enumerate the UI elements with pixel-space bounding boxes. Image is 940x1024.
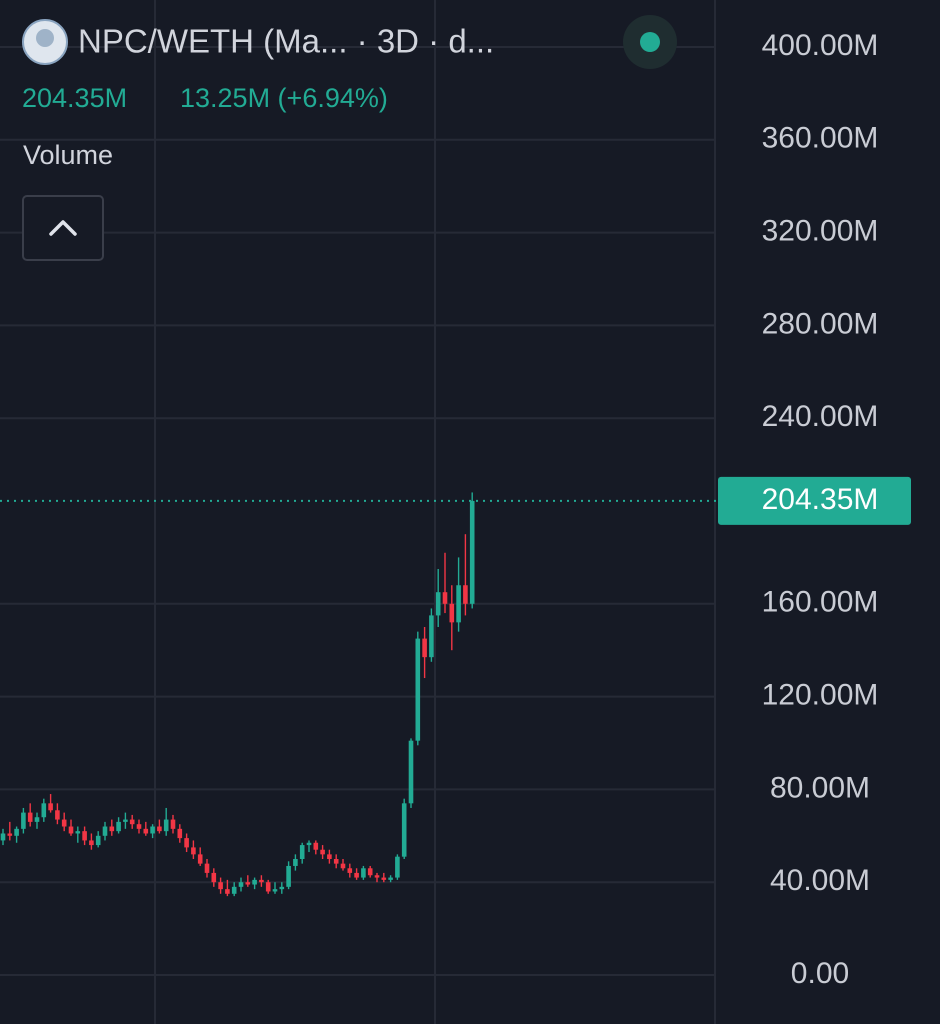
y-tick-label: 280.00M bbox=[762, 307, 879, 340]
indicator-label: Volume bbox=[23, 140, 113, 170]
candle-body bbox=[184, 838, 189, 848]
y-axis: 0.00 40.00M 80.00M 120.00M 160.00M 240.00M 280… bbox=[718, 29, 911, 990]
candle-body bbox=[293, 859, 298, 866]
candle-body bbox=[116, 821, 121, 832]
candle-body bbox=[395, 856, 400, 878]
candle-body bbox=[41, 803, 47, 818]
candle-body bbox=[259, 879, 264, 883]
candle-body bbox=[7, 833, 13, 836]
candle-body bbox=[347, 868, 353, 873]
candle-body bbox=[422, 638, 427, 658]
candle-body bbox=[68, 826, 74, 834]
last-price-label: 204.35M bbox=[762, 483, 879, 516]
candle-body bbox=[463, 585, 468, 604]
candle-body bbox=[21, 812, 26, 829]
candle-body bbox=[238, 882, 244, 887]
candle-body bbox=[0, 833, 6, 841]
candle-body bbox=[225, 889, 230, 894]
candle-body bbox=[333, 859, 339, 864]
candle-body bbox=[408, 740, 414, 804]
candle-body bbox=[429, 615, 434, 658]
candle-body bbox=[340, 863, 346, 869]
candle-body bbox=[136, 824, 142, 829]
candle-body bbox=[89, 840, 94, 846]
y-tick-label: 320.00M bbox=[762, 215, 879, 248]
candle-body bbox=[279, 886, 285, 890]
candle-body bbox=[123, 819, 128, 822]
candle-body bbox=[150, 826, 155, 834]
candles bbox=[0, 492, 475, 897]
candle-body bbox=[374, 875, 380, 878]
candle-body bbox=[14, 828, 19, 836]
y-tick-label: 120.00M bbox=[762, 679, 879, 712]
candle-body bbox=[435, 592, 441, 616]
candle-body bbox=[163, 819, 169, 832]
candle-body bbox=[109, 826, 115, 832]
candle-body bbox=[34, 817, 40, 822]
candle-body bbox=[129, 819, 135, 825]
header-price: 204.35M bbox=[22, 83, 127, 113]
candle-body bbox=[82, 831, 87, 841]
candle-body bbox=[252, 879, 257, 885]
y-tick-label: 0.00 bbox=[791, 957, 849, 990]
candle-body bbox=[61, 819, 67, 827]
candle-body bbox=[265, 882, 271, 892]
candle-body bbox=[55, 810, 60, 820]
candle-body bbox=[415, 638, 421, 741]
candle-body bbox=[245, 882, 251, 885]
candle-body bbox=[211, 872, 217, 883]
candle-body bbox=[95, 835, 101, 846]
candle-body bbox=[456, 585, 461, 623]
y-tick-label: 240.00M bbox=[762, 400, 879, 433]
candle-body bbox=[143, 828, 149, 834]
candle-body bbox=[442, 592, 448, 604]
candle-body bbox=[367, 868, 373, 876]
candle-body bbox=[299, 845, 305, 859]
grid bbox=[0, 46, 718, 976]
status-indicator bbox=[640, 32, 660, 52]
token-icon-face bbox=[36, 29, 54, 47]
candle-body bbox=[327, 854, 332, 859]
candle-body bbox=[272, 889, 278, 892]
candle-body bbox=[218, 882, 223, 890]
candle-body bbox=[469, 500, 475, 604]
y-tick-label: 400.00M bbox=[762, 29, 879, 62]
chevron-up-icon bbox=[49, 220, 77, 236]
candle-body bbox=[354, 872, 359, 878]
candle-body bbox=[204, 863, 210, 873]
candle-body bbox=[170, 819, 176, 829]
candle-body bbox=[48, 803, 53, 811]
candle-body bbox=[75, 831, 81, 834]
candle-body bbox=[320, 849, 325, 855]
candle-body bbox=[231, 886, 237, 894]
candle-body bbox=[102, 826, 108, 836]
y-tick-label: 360.00M bbox=[762, 122, 879, 155]
candle-body bbox=[191, 847, 196, 855]
candle-body bbox=[306, 842, 312, 846]
candle-body bbox=[361, 868, 366, 878]
header-change: 13.25M (+6.94%) bbox=[180, 83, 388, 113]
symbol-title[interactable]: NPC/WETH (Ma... · 3D · d... bbox=[78, 23, 494, 60]
collapse-button[interactable] bbox=[22, 195, 104, 261]
candle-body bbox=[388, 877, 393, 880]
candle-body bbox=[449, 603, 455, 623]
candle-body bbox=[401, 803, 407, 857]
candle-body bbox=[177, 828, 183, 839]
candle-body bbox=[197, 854, 203, 864]
candle-body bbox=[381, 877, 387, 880]
y-tick-label: 160.00M bbox=[762, 586, 879, 619]
y-tick-label: 40.00M bbox=[770, 864, 870, 897]
last-price-box bbox=[718, 476, 911, 525]
candle-body bbox=[286, 865, 291, 887]
y-tick-label: 80.00M bbox=[770, 771, 870, 804]
candle-body bbox=[157, 826, 162, 832]
candle-body bbox=[313, 842, 319, 850]
candle-body bbox=[27, 812, 33, 822]
